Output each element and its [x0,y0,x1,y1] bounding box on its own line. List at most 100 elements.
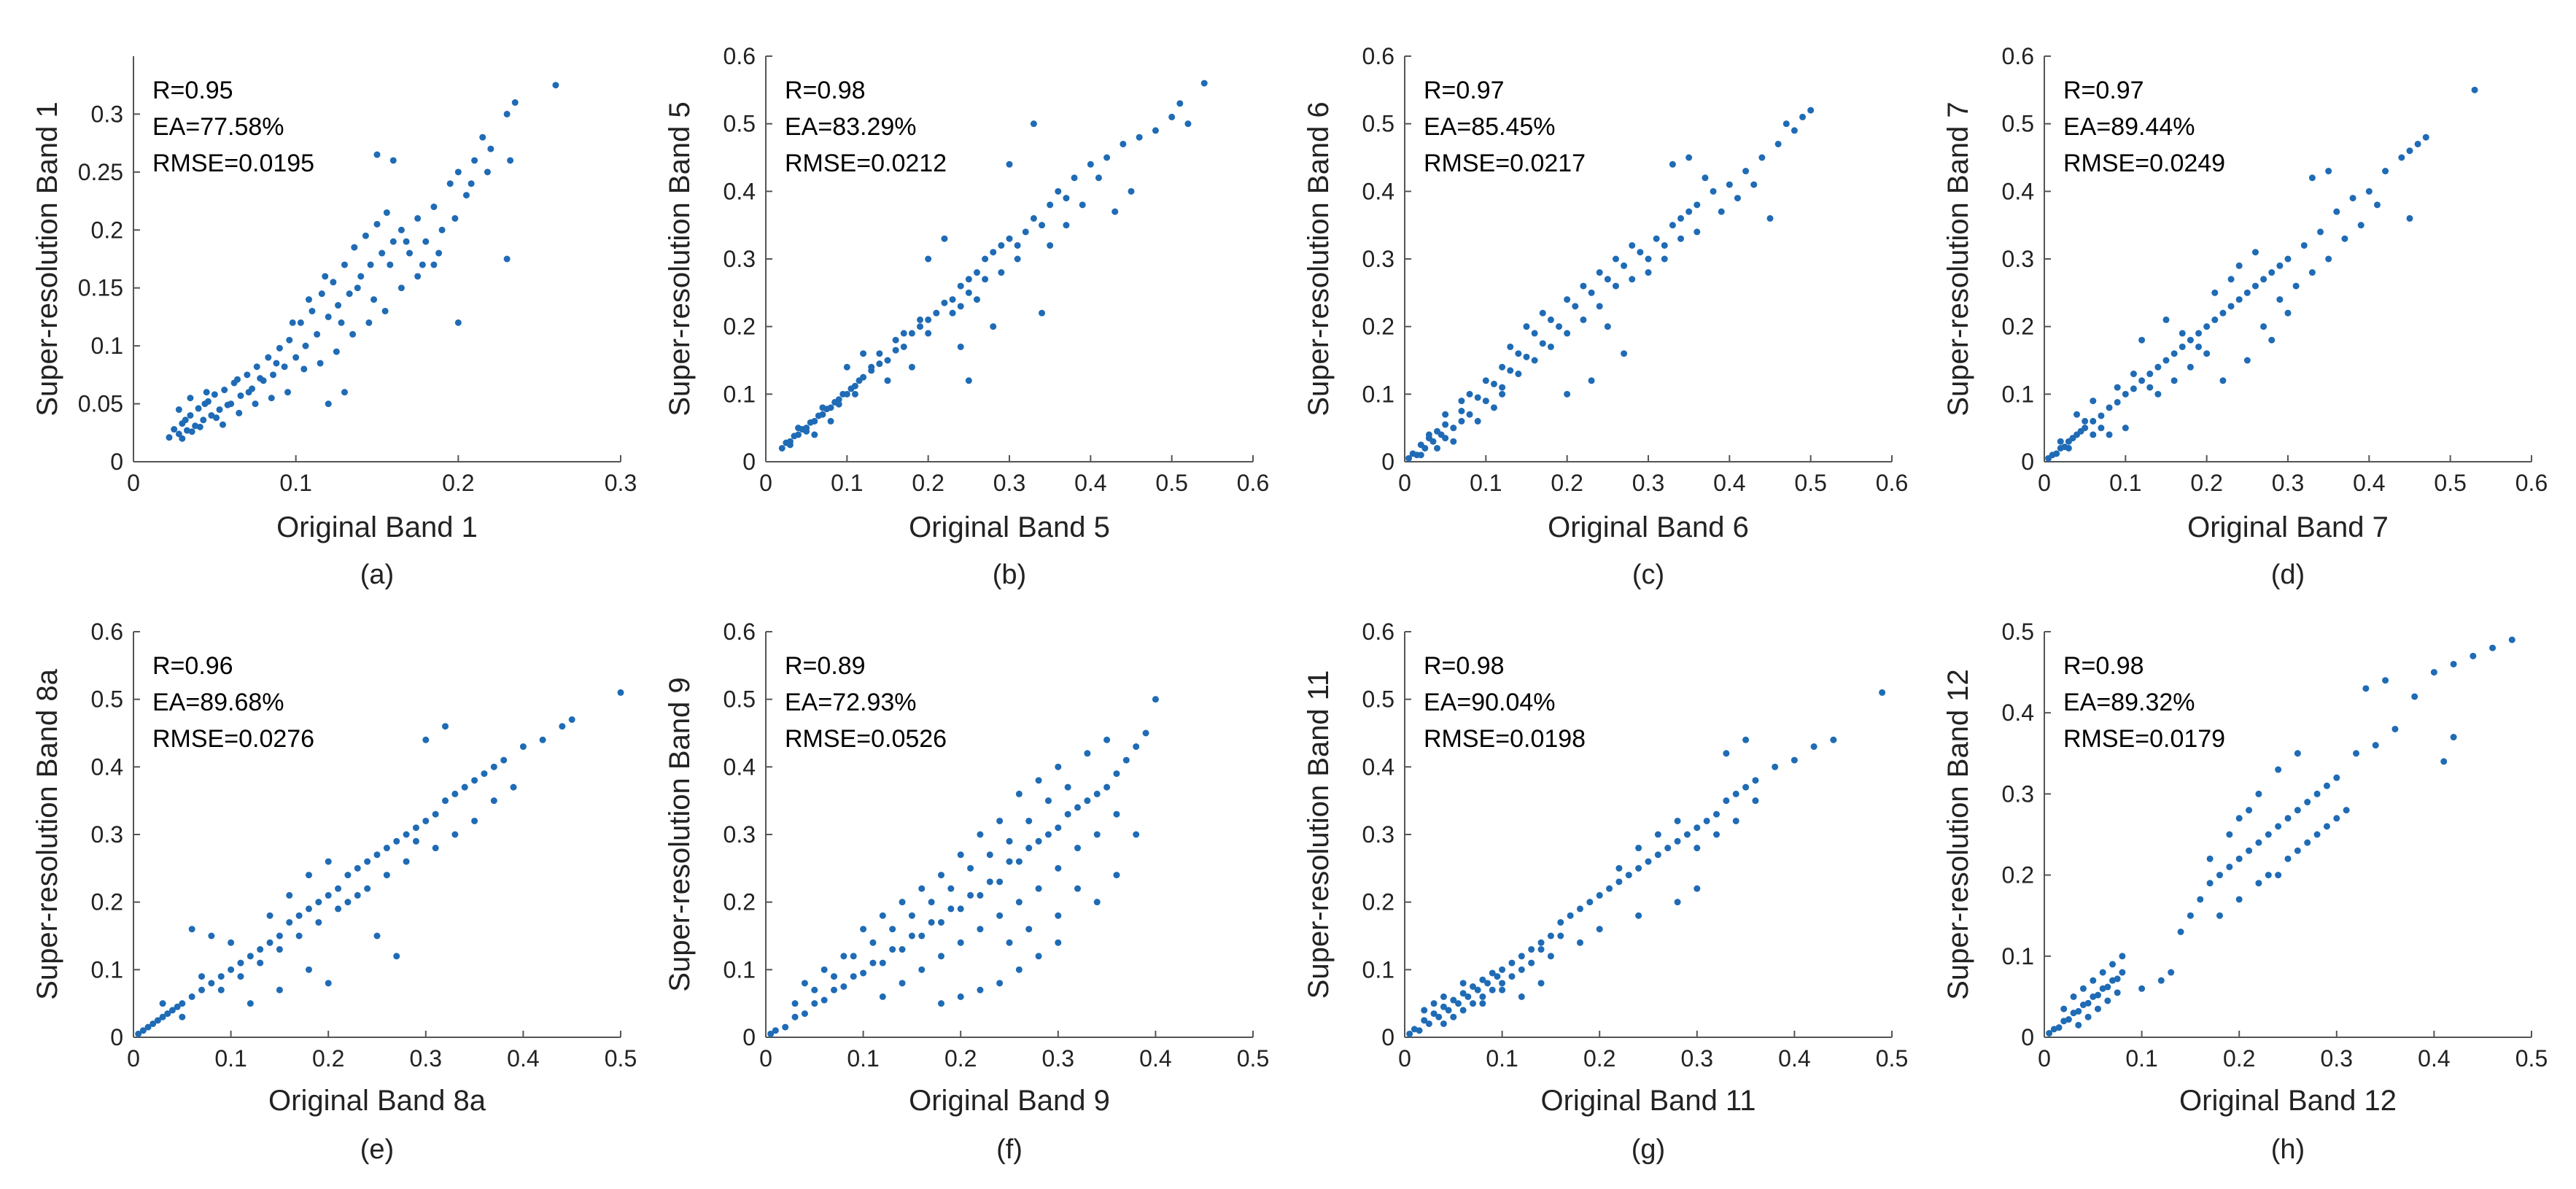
scatter-point [889,946,896,953]
scatter-point [1507,343,1514,350]
scatter-point [510,783,517,791]
scatter-point [397,284,405,292]
scatter-point [925,255,932,263]
scatter-point [801,1010,808,1018]
y-tick-label: 0.5 [723,686,756,713]
scatter-point [1074,845,1082,852]
scatter-point [481,770,488,778]
scatter-point [257,959,264,967]
scatter-point [1425,431,1432,438]
scatter-point [996,817,1004,824]
scatter-point [2246,807,2253,814]
scatter-point [139,1027,147,1034]
scatter-point [403,858,410,865]
scatter-point [462,192,470,199]
stat-annotation: RMSE=0.0212 [785,150,947,177]
x-tick-label: 0.5 [1155,470,1187,496]
scatter-point [213,414,220,422]
scatter-point [2065,444,2072,452]
panel-caption: (b) [993,559,1026,590]
stat-annotation: R=0.89 [785,652,866,680]
scatter-point [2284,255,2292,263]
scatter-point [1479,976,1486,983]
scatter-point [442,797,449,805]
scatter-point [2119,953,2126,960]
y-tick-label: 0.2 [1362,314,1394,340]
scatter-point [1685,154,1693,161]
scatter-point [1596,891,1603,899]
scatter-point [2122,425,2129,432]
scatter-point [1629,276,1636,283]
scatter-point [438,226,446,233]
scatter-point [767,1030,775,1037]
scatter-point [2114,975,2121,983]
y-tick-label: 0.1 [91,956,123,983]
scatter-point [211,391,218,398]
scatter-point [422,238,430,245]
scatter-point [1039,222,1046,229]
scatter-point [1421,1007,1428,1014]
scatter-point [1405,454,1413,462]
y-tick-label: 0.5 [2002,619,2034,645]
x-tick-label: 0.4 [2418,1045,2450,1072]
scatter-point [317,360,324,367]
scatter-point [2082,425,2089,432]
scatter-point [2349,195,2356,202]
panel-caption: (h) [2271,1134,2305,1165]
scatter-point [2094,991,2101,999]
scatter-point [986,878,993,886]
scatter-point [2292,282,2300,290]
scatter-point [2055,1024,2063,1031]
scatter-point [2154,390,2162,398]
scatter-point [552,82,559,89]
scatter-point [1494,973,1501,980]
panel-caption: (c) [1632,559,1664,590]
scatter-point [236,409,243,417]
scatter-point [371,296,378,303]
scatter-point [928,918,935,926]
y-tick-label: 0 [1381,449,1394,475]
scatter-point [422,736,430,743]
scatter-point [1466,390,1473,398]
scatter-point [1035,837,1042,845]
scatter-point [1685,208,1693,215]
scatter-point [2203,350,2211,357]
scatter-point [1459,980,1467,987]
scatter-point [1742,736,1750,743]
scatter-point [2333,815,2340,822]
scatter-point [2471,86,2478,93]
scatter-point [1035,953,1042,960]
scatter-point [2276,262,2284,269]
scatter-point [2260,276,2267,283]
scatter-point [801,980,808,987]
scatter-point [1518,953,1525,960]
scatter-point [1683,831,1691,838]
scatter-point [2255,790,2262,797]
y-tick-label: 0 [2021,1024,2034,1050]
scatter-point [1645,269,1652,276]
scatter-point [373,220,381,228]
x-tick-label: 0.4 [2353,470,2385,496]
y-axis-label: Super-resolution Band 1 [31,101,63,416]
x-tick-label: 0.4 [1074,470,1106,496]
scatter-point [2265,831,2272,838]
scatter-point [2104,997,2111,1004]
scatter-point [1470,983,1477,990]
scatter-point [1547,953,1554,960]
scatter-point [1580,316,1587,323]
scatter-point [1713,810,1720,818]
stat-annotation: EA=77.58% [152,113,284,141]
scatter-point [982,255,989,263]
scatter-point [1674,817,1681,824]
x-tick-label: 0.2 [944,1045,977,1072]
scatter-point [876,350,883,357]
scatter-point [175,406,182,414]
scatter-point [965,377,972,384]
x-tick-label: 0.1 [214,1045,247,1072]
scatter-point [292,354,300,361]
scatter-point [1507,367,1514,374]
scatter-point [1071,174,1078,182]
y-tick-label: 0.6 [91,619,123,645]
y-tick-label: 0.3 [723,246,756,272]
scatter-point [1588,289,1595,296]
